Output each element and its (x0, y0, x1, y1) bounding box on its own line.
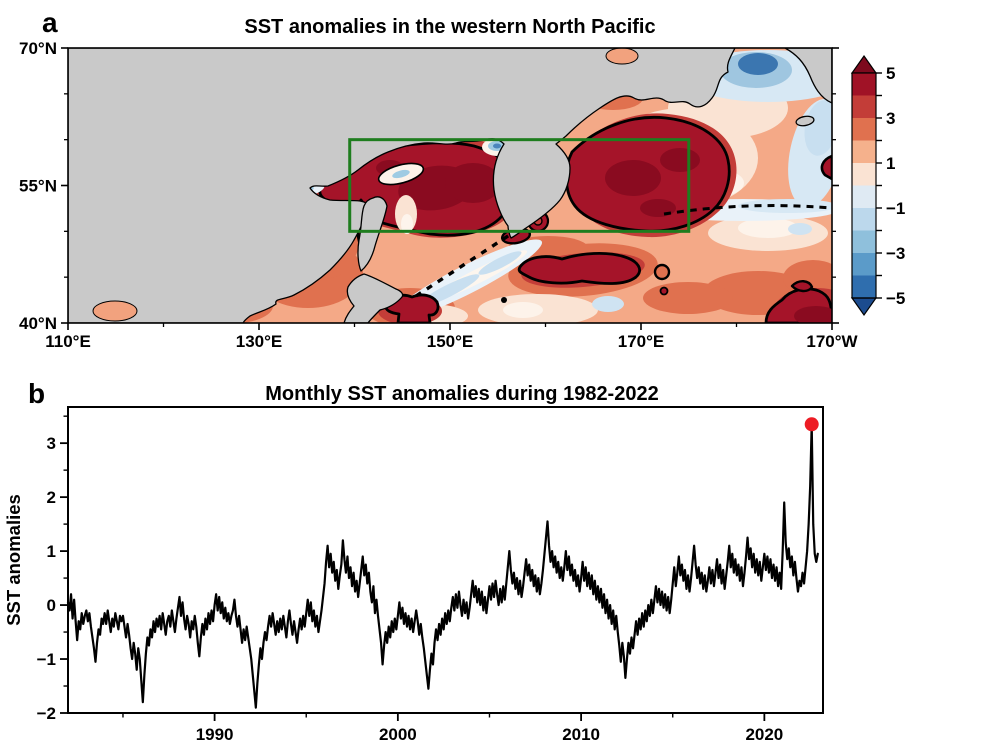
colorbar-segment (852, 163, 876, 186)
map-panel: 110°E 130°E 150°E 170°E 170°W 70°N 55°N 40°N (19, 39, 859, 351)
okhotsk-eye (377, 162, 425, 186)
ts-y-tick-label: −2 (37, 704, 56, 723)
mid-pacific-core (517, 251, 641, 285)
colorbar-segment (852, 230, 876, 254)
panel-b-title: Monthly SST anomalies during 1982-2022 (265, 383, 658, 405)
timeseries-axes: 1990 2000 2010 2020 3 2 1 0 −1 −2 (37, 415, 783, 744)
ts-x-tick-label: 2000 (379, 725, 417, 744)
ts-y-tick-label: 0 (47, 596, 56, 615)
max-anomaly-marker (804, 417, 819, 432)
aleutian-islands (663, 204, 832, 216)
panel-b-letter: b (28, 378, 45, 409)
colorbar-tick-label: −1 (886, 199, 905, 218)
ts-y-tick-label: 1 (47, 542, 56, 561)
ts-y-tick-label: 3 (47, 434, 56, 453)
colorbar-bottom-arrow (850, 297, 878, 317)
ts-y-tick-label: −1 (37, 650, 56, 669)
land-alaska-corner (784, 48, 832, 104)
colorbar-segment (852, 185, 876, 209)
map-artwork (68, 48, 832, 323)
colorbar-tick-label: 1 (886, 154, 895, 173)
map-x-tick-label: 170°E (618, 332, 665, 351)
map-x-tick-label: 150°E (427, 332, 474, 351)
map-x-tick-label: 170°W (806, 332, 858, 351)
ts-y-tick-label: 2 (47, 488, 56, 507)
bering-strait-cold-core (738, 53, 778, 75)
panel-a-title: SST anomalies in the western North Pacif… (244, 16, 655, 38)
colorbar-tick-label: −5 (886, 289, 905, 308)
anomaly-inner-maxima (376, 148, 832, 323)
map-y-tick-label: 70°N (19, 39, 57, 58)
colorbar-segment (852, 95, 876, 119)
map-x-tick-label: 110°E (45, 332, 91, 351)
colorbar-segment (852, 118, 876, 141)
land-edge-warm-patches (92, 48, 639, 322)
colorbar-segment (852, 73, 876, 96)
colorbar-tick-label: −3 (886, 244, 905, 263)
land-st-lawrence-island (795, 115, 815, 127)
colorbar-segment (852, 253, 876, 276)
south-hokkaido-core (384, 293, 440, 323)
map-x-tick-label: 130°E (236, 332, 283, 351)
colorbar-segment (852, 208, 876, 231)
ts-x-tick-label: 2020 (745, 725, 783, 744)
timeseries-panel: 1990 2000 2010 2020 3 2 1 0 −1 −2 (37, 406, 824, 744)
ts-x-tick-label: 1990 (196, 725, 234, 744)
map-y-tick-label: 40°N (19, 314, 57, 333)
timeseries-frame (67, 406, 824, 714)
colorbar-tick-label: 3 (886, 109, 895, 128)
kuril-islands (415, 232, 512, 298)
colorbar-segment (852, 140, 876, 164)
right-edge-core-fragment (820, 154, 832, 181)
colorbar-top-arrow (850, 54, 878, 74)
sst-anomaly-line (66, 423, 819, 709)
colorbar-segment (852, 275, 876, 299)
colorbar: 5 3 1 −1 −3 −5 (850, 54, 905, 317)
land-hokkaido-honshu (343, 273, 404, 323)
panel-a-letter: a (42, 7, 58, 38)
land-sakhalin (357, 196, 388, 272)
study-box-rectangle (348, 138, 691, 233)
land (68, 48, 832, 323)
corner-hook (790, 280, 814, 293)
ts-x-tick-label: 2010 (562, 725, 600, 744)
map-axes: 110°E 130°E 150°E 170°E 170°W 70°N 55°N 40°N (19, 39, 859, 351)
colorbar-tick-label: 5 (886, 64, 895, 83)
island-chains (415, 204, 832, 298)
y-axis-title: SST anomalies (3, 494, 24, 626)
map-y-tick-label: 55°N (19, 177, 57, 196)
